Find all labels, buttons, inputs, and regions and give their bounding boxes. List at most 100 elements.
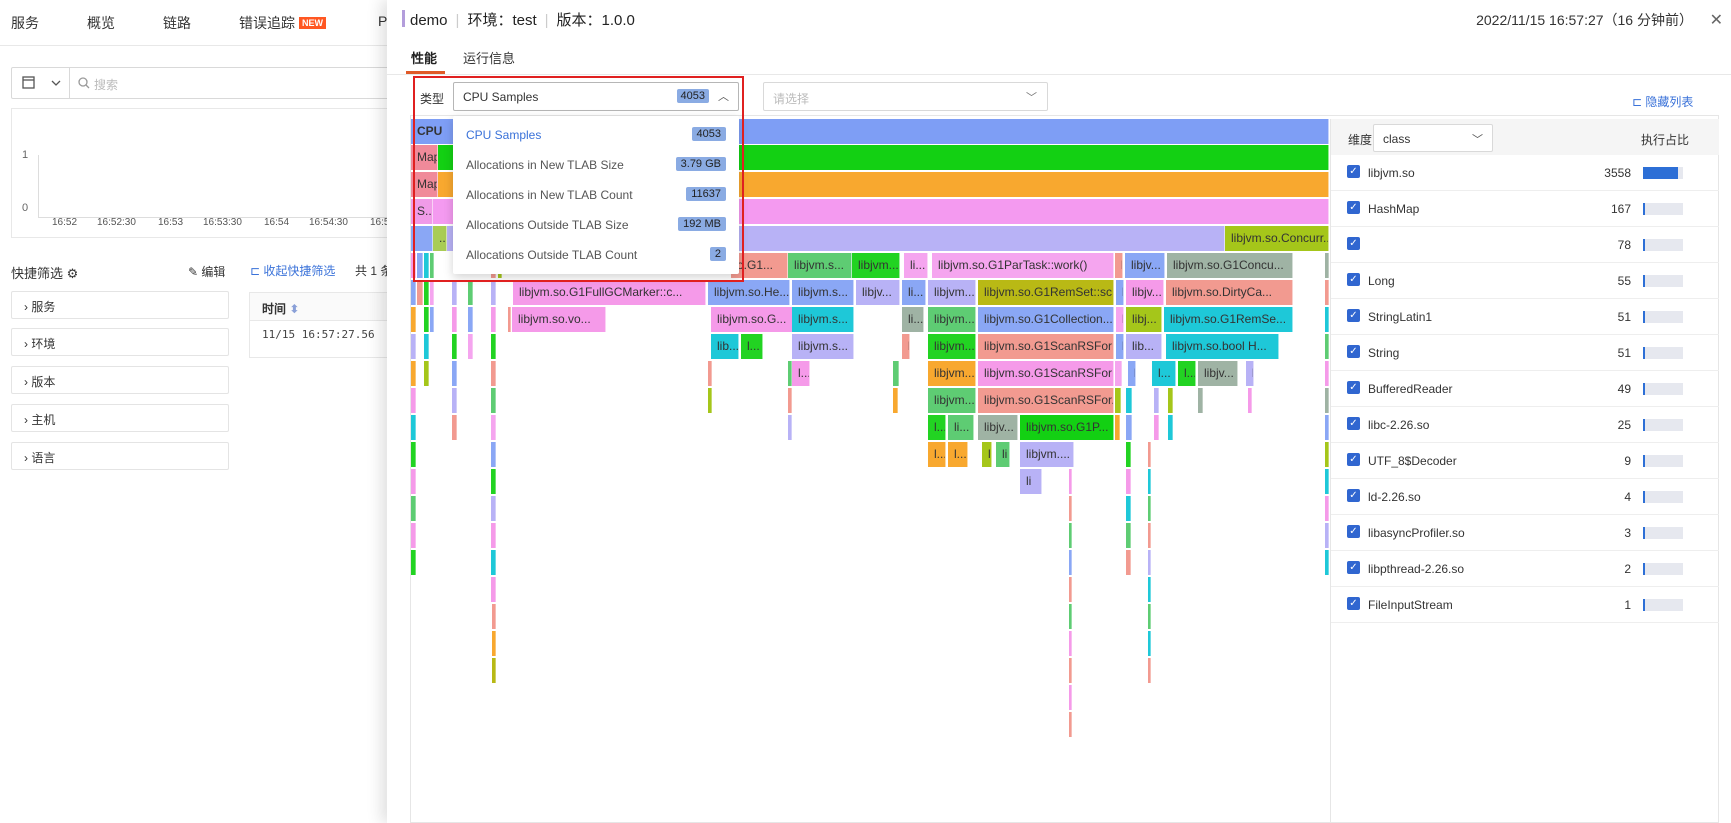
flame-frame[interactable]: [452, 280, 457, 305]
search-scope-select[interactable]: [12, 68, 70, 98]
flame-frame[interactable]: libjvm...: [852, 253, 900, 278]
flame-frame[interactable]: [1069, 631, 1072, 656]
tab-performance[interactable]: 性能: [411, 51, 438, 66]
flame-frame[interactable]: l...: [928, 442, 946, 467]
flame-frame[interactable]: [1069, 685, 1072, 710]
flame-frame[interactable]: [417, 253, 423, 278]
flame-frame[interactable]: [1325, 307, 1329, 332]
nav-item-services[interactable]: 服务: [11, 15, 39, 31]
flame-frame[interactable]: [1198, 388, 1203, 413]
flame-frame[interactable]: [1126, 496, 1131, 521]
flame-frame[interactable]: [411, 496, 416, 521]
flame-frame[interactable]: [424, 280, 429, 305]
flame-frame[interactable]: [491, 550, 496, 575]
flame-frame[interactable]: [411, 469, 416, 494]
flame-frame[interactable]: o.G1...: [731, 253, 788, 278]
flame-frame[interactable]: [893, 388, 898, 413]
flame-frame[interactable]: l: [982, 442, 992, 467]
flame-frame[interactable]: libjvm.s...: [792, 280, 854, 305]
dropdown-option-alloc-new-tlab-count[interactable]: Allocations in New TLAB Count 11637: [453, 180, 739, 210]
flame-frame[interactable]: libjvm.so.DirtyCa...: [1166, 280, 1293, 305]
flame-frame[interactable]: [788, 415, 792, 440]
filter-accordion[interactable]: › 语言: [11, 442, 229, 470]
flame-frame[interactable]: [452, 415, 457, 440]
flame-frame[interactable]: [491, 334, 496, 359]
checkbox[interactable]: ✓: [1347, 273, 1360, 286]
checkbox[interactable]: ✓: [1347, 381, 1360, 394]
flame-frame[interactable]: [1115, 415, 1120, 440]
flame-frame[interactable]: [1069, 550, 1072, 575]
flame-frame[interactable]: [424, 361, 429, 386]
flame-frame[interactable]: [1126, 442, 1131, 467]
filter-accordion[interactable]: › 环境: [11, 328, 229, 356]
flame-frame[interactable]: [1325, 253, 1329, 278]
flame-frame[interactable]: [1154, 415, 1159, 440]
flame-frame[interactable]: [452, 307, 457, 332]
flame-frame[interactable]: [430, 307, 434, 332]
flame-frame[interactable]: l: [1116, 307, 1124, 332]
flame-frame[interactable]: [1148, 523, 1151, 548]
flame-frame[interactable]: [411, 442, 416, 467]
flame-frame[interactable]: [468, 307, 473, 332]
flame-frame[interactable]: libjvm...: [928, 334, 976, 359]
secondary-select[interactable]: 请选择 ﹀: [763, 82, 1048, 111]
flame-frame[interactable]: [417, 280, 423, 305]
flame-frame[interactable]: [1325, 442, 1329, 467]
flame-frame[interactable]: [1325, 361, 1329, 386]
flame-frame[interactable]: [411, 388, 416, 413]
flame-frame[interactable]: l...: [948, 442, 968, 467]
flame-frame[interactable]: [491, 307, 496, 332]
search-bar[interactable]: 搜索: [11, 67, 401, 99]
checkbox[interactable]: ✓: [1347, 453, 1360, 466]
flame-frame[interactable]: [491, 523, 496, 548]
flame-frame[interactable]: libjvm.so.G1FullGCMarker::c...: [513, 280, 706, 305]
flame-frame[interactable]: li...: [904, 253, 928, 278]
nav-item-traces[interactable]: 链路: [163, 15, 191, 31]
checkbox[interactable]: ✓: [1347, 561, 1360, 574]
flame-frame[interactable]: [1154, 388, 1159, 413]
flame-frame[interactable]: [1148, 469, 1151, 494]
hide-list-button[interactable]: ⊏ 隐藏列表: [1632, 93, 1693, 110]
filter-accordion[interactable]: › 服务: [11, 291, 229, 319]
flame-frame[interactable]: [452, 334, 457, 359]
flame-frame[interactable]: [491, 388, 496, 413]
flame-frame[interactable]: [411, 361, 416, 386]
flame-frame[interactable]: libjvm...: [928, 280, 976, 305]
flame-frame[interactable]: libjvm.s...: [792, 307, 854, 332]
flame-frame[interactable]: libjvm.s...: [792, 334, 854, 359]
flame-frame[interactable]: [708, 361, 712, 386]
flame-frame[interactable]: [1325, 496, 1329, 521]
flame-frame[interactable]: [424, 334, 429, 359]
class-row[interactable]: ✓ libpthread-2.26.so 2: [1331, 551, 1719, 587]
flame-frame[interactable]: li...: [902, 280, 926, 305]
flame-frame[interactable]: libjvm...: [928, 388, 976, 413]
checkbox[interactable]: ✓: [1347, 417, 1360, 430]
flame-frame[interactable]: [424, 253, 429, 278]
flame-frame[interactable]: libjv...: [978, 415, 1018, 440]
flame-frame[interactable]: libjvm....: [1020, 442, 1074, 467]
flame-frame[interactable]: [788, 361, 792, 386]
flame-frame[interactable]: [1069, 469, 1072, 494]
flame-frame[interactable]: libjvm.so.G1RemSet::sc...: [978, 280, 1114, 305]
flame-frame[interactable]: li...: [948, 415, 974, 440]
flame-frame[interactable]: [1168, 388, 1173, 413]
flame-frame[interactable]: [1325, 280, 1329, 305]
nav-item-errors[interactable]: 错误追踪 NEW: [239, 13, 326, 33]
flame-frame[interactable]: l: [1128, 361, 1136, 386]
table-row[interactable]: 11/15 16:57:27.56: [262, 328, 375, 341]
flame-frame[interactable]: [1325, 388, 1329, 413]
flame-frame[interactable]: libjv...: [1198, 361, 1238, 386]
flame-frame[interactable]: libjvm.so.bool H...: [1166, 334, 1279, 359]
flame-frame[interactable]: [1069, 496, 1072, 521]
close-icon[interactable]: ✕: [1709, 12, 1723, 29]
flame-frame[interactable]: [1126, 388, 1132, 413]
table-header-time[interactable]: 时间 ⬍: [250, 293, 400, 321]
checkbox[interactable]: ✓: [1347, 165, 1360, 178]
class-row[interactable]: ✓ Long 55: [1331, 263, 1719, 299]
filter-accordion[interactable]: › 版本: [11, 366, 229, 394]
flame-frame[interactable]: [411, 307, 416, 332]
flame-frame[interactable]: l: [1116, 334, 1124, 359]
flame-frame[interactable]: libj...: [1126, 307, 1162, 332]
flame-frame[interactable]: [468, 334, 473, 359]
flame-frame[interactable]: [491, 469, 496, 494]
